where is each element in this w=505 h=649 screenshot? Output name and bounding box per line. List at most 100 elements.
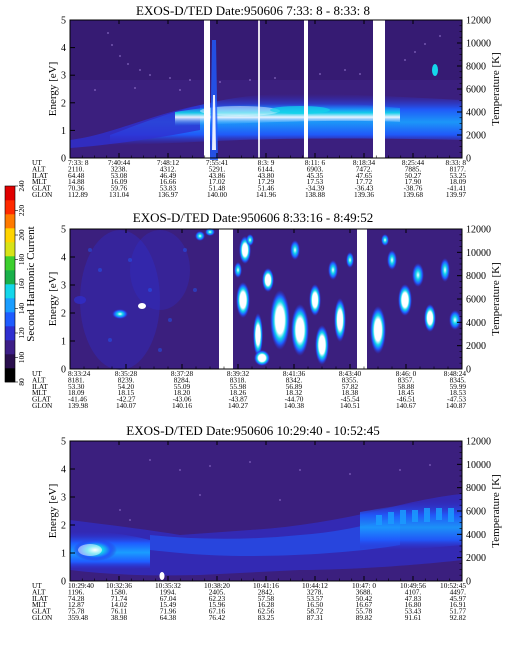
- ephemeris-row-label: GLON: [32, 190, 53, 199]
- colorbar-swatch: [5, 228, 15, 243]
- ephemeris-row-label: ALT: [32, 164, 46, 173]
- ephemeris-cell: 70.36: [68, 184, 85, 193]
- ephemeris-cell: 8342.: [286, 375, 303, 384]
- y2-tick-label: 12000: [466, 437, 491, 448]
- ephemeris-cell: 1994.: [160, 587, 177, 596]
- ephemeris-cell: 89.82: [356, 613, 373, 622]
- ephemeris-row-label: GLAT: [32, 395, 51, 404]
- ephemeris-cell: 92.82: [450, 613, 467, 622]
- panel-1-data-gap: [304, 20, 308, 158]
- ephemeris-row-label: GLAT: [32, 184, 51, 193]
- ephemeris-cell: 71.96: [160, 607, 177, 616]
- panel-3-title: EXOS-D/TED Date:950606 10:29:40 - 10:52:…: [126, 423, 379, 438]
- ephemeris-cell: 112.89: [68, 190, 88, 199]
- colorbar-tick-label: 240: [17, 180, 26, 192]
- panel-2-data-gap: [357, 229, 367, 369]
- ephemeris-cell: 53.43: [405, 607, 422, 616]
- y-tick-label: 3: [61, 71, 66, 82]
- y2-tick-label: 2000: [466, 131, 486, 142]
- ephemeris-cell: 53.83: [160, 184, 177, 193]
- ephemeris-cell: 8:48:24: [444, 369, 467, 378]
- ephemeris-cell: 53.30: [68, 382, 85, 391]
- panel-3-y-axis-label: Energy [eV]: [47, 484, 59, 538]
- panel-2-x-axis: [69, 229, 463, 369]
- ephemeris-cell: 58.88: [398, 382, 415, 391]
- colorbar-swatch: [5, 242, 15, 257]
- panel-1-y2-axis: 0 2000 4000 6000 8000 10000 12000: [457, 16, 491, 165]
- ephemeris-cell: 17.29: [258, 177, 275, 186]
- ephemeris-cell: 62.56: [258, 607, 275, 616]
- y2-tick-label: 2000: [466, 553, 486, 564]
- colorbar-ticks: 80 100 120 140 160 180 200 220 240: [15, 180, 26, 386]
- ephemeris-cell: -41.46: [68, 395, 87, 404]
- ephemeris-row-label: MLT: [32, 177, 47, 186]
- ephemeris-cell: 7885.: [405, 164, 422, 173]
- ephemeris-row-label: ILAT: [32, 171, 48, 180]
- ephemeris-cell: 10:38:20: [204, 581, 230, 590]
- y-tick-label: 2: [61, 521, 66, 532]
- ephemeris-cell: 58.72: [307, 607, 324, 616]
- y2-tick-label: 10000: [466, 39, 491, 50]
- ephemeris-cell: 8355.: [342, 375, 359, 384]
- y-tick-label: 4: [61, 43, 66, 54]
- ephemeris-cell: 50.27: [405, 171, 422, 180]
- y-tick-label: 5: [61, 225, 66, 236]
- ephemeris-cell: 7:40:44: [108, 158, 131, 167]
- ephemeris-cell: 47.83: [405, 594, 422, 603]
- panel-3-x-axis: [69, 441, 463, 581]
- y-tick-label: 1: [61, 549, 66, 560]
- ephemeris-cell: 18.53: [450, 388, 467, 397]
- ephemeris-row-label: ILAT: [32, 382, 48, 391]
- colorbar-swatch: [5, 368, 15, 383]
- panel-2-y2-axis-label: Temperature [K]: [490, 262, 502, 335]
- y2-tick-label: 12000: [466, 225, 491, 236]
- ephemeris-cell: 46.49: [160, 171, 177, 180]
- ephemeris-cell: 55.98: [230, 382, 247, 391]
- y2-tick-label: 4000: [466, 108, 486, 119]
- ephemeris-cell: 50.42: [356, 594, 373, 603]
- ephemeris-cell: 136.97: [158, 190, 178, 199]
- ephemeris-cell: -43.87: [229, 395, 248, 404]
- colorbar: 80 100 120 140 160 180 200 220 240 Second Harmon…: [4, 180, 37, 386]
- panel-3-heatmap: [70, 459, 462, 580]
- y2-tick-label: 12000: [466, 16, 491, 27]
- ephemeris-cell: 62.23: [209, 594, 226, 603]
- ephemeris-cell: 16.80: [405, 600, 422, 609]
- y2-tick-label: 4000: [466, 530, 486, 541]
- panel-3-y2-axis: 0 2000 4000 6000 8000 10000 12000: [457, 437, 491, 588]
- ephemeris-cell: 139.97: [446, 190, 466, 199]
- colorbar-swatch: [5, 270, 15, 285]
- ephemeris-cell: 2842.: [258, 587, 275, 596]
- ephemeris-cell: 140.27: [228, 401, 248, 410]
- ephemeris-cell: 139.98: [68, 401, 88, 410]
- ephemeris-cell: 16.09: [111, 177, 128, 186]
- ephemeris-cell: 57.82: [342, 382, 359, 391]
- panel-2-ephemeris-table: UTALTILATMLTGLATGLON8:33:248181.53.3018.…: [32, 369, 466, 410]
- panel-1-title: EXOS-D/TED Date:950606 7:33: 8 - 8:33: 8: [136, 3, 370, 18]
- y-tick-label: 0: [61, 154, 66, 165]
- ephemeris-cell: 75.78: [68, 607, 85, 616]
- ephemeris-cell: 74.28: [68, 594, 85, 603]
- ephemeris-cell: 8177.: [450, 164, 467, 173]
- ephemeris-cell: 140.87: [446, 401, 466, 410]
- panel-2-y-axis: 0 1 2 3 4 5: [61, 225, 75, 376]
- ephemeris-cell: 55.09: [174, 382, 191, 391]
- ephemeris-cell: 6144.: [258, 164, 275, 173]
- ephemeris-cell: 3688.: [356, 587, 373, 596]
- panel-1-y2-axis-label: Temperature [K]: [490, 52, 502, 125]
- ephemeris-cell: 12.87: [68, 600, 85, 609]
- colorbar-swatch: [5, 312, 15, 327]
- y-tick-label: 2: [61, 309, 66, 320]
- ephemeris-cell: 10:49:56: [400, 581, 426, 590]
- ephemeris-cell: 71.74: [111, 594, 128, 603]
- ephemeris-cell: 8:33:24: [68, 369, 91, 378]
- colorbar-scale: [5, 186, 15, 383]
- ephemeris-cell: 140.67: [396, 401, 416, 410]
- ephemeris-cell: 18.09: [450, 177, 467, 186]
- ephemeris-row-label: UT: [32, 158, 42, 167]
- panel-1-heatmap: [70, 20, 462, 160]
- ephemeris-cell: 17.02: [209, 177, 226, 186]
- ephemeris-cell: 8:18:34: [353, 158, 376, 167]
- ephemeris-cell: 8:25:44: [402, 158, 425, 167]
